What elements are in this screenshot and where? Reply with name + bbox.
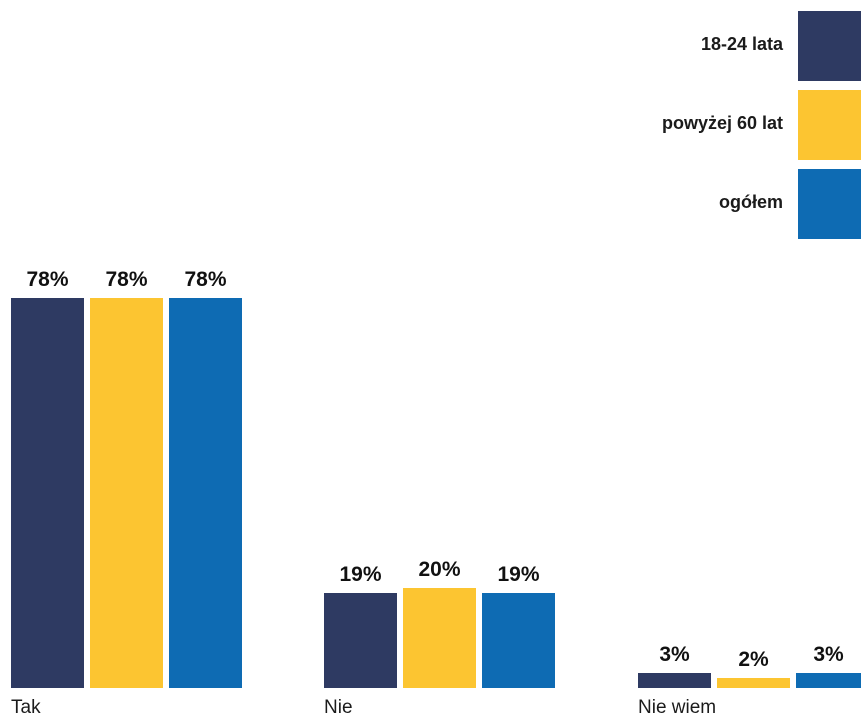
bar-0-2: [169, 298, 242, 688]
category-label-1: Nie: [324, 697, 353, 718]
value-label-1-1: 20%: [418, 558, 461, 581]
bar-2-2: [796, 673, 861, 688]
legend-label-1: powyżej 60 lat: [661, 113, 783, 133]
legend-label-0: 18-24 lata: [700, 34, 783, 54]
legend-swatch-1: [798, 90, 861, 160]
bar-2-1: [717, 678, 790, 688]
value-label-2-0: 3%: [659, 643, 690, 666]
bar-2-0: [638, 673, 711, 688]
value-label-1-2: 19%: [497, 563, 540, 586]
value-label-2-1: 2%: [738, 648, 769, 671]
value-label-0-1: 78%: [105, 268, 148, 291]
bar-1-2: [482, 593, 555, 688]
bar-1-1: [403, 588, 476, 688]
value-label-1-0: 19%: [339, 563, 382, 586]
bar-0-0: [11, 298, 84, 688]
legend-label-2: ogółem: [718, 192, 783, 212]
value-label-2-2: 3%: [813, 643, 844, 666]
bar-0-1: [90, 298, 163, 688]
bar-1-0: [324, 593, 397, 688]
legend-swatch-0: [798, 11, 861, 81]
value-label-0-0: 78%: [26, 268, 69, 291]
category-label-2: Nie wiem: [638, 697, 717, 718]
category-label-0: Tak: [11, 697, 41, 718]
legend-swatch-2: [798, 169, 861, 239]
value-label-0-2: 78%: [184, 268, 227, 291]
